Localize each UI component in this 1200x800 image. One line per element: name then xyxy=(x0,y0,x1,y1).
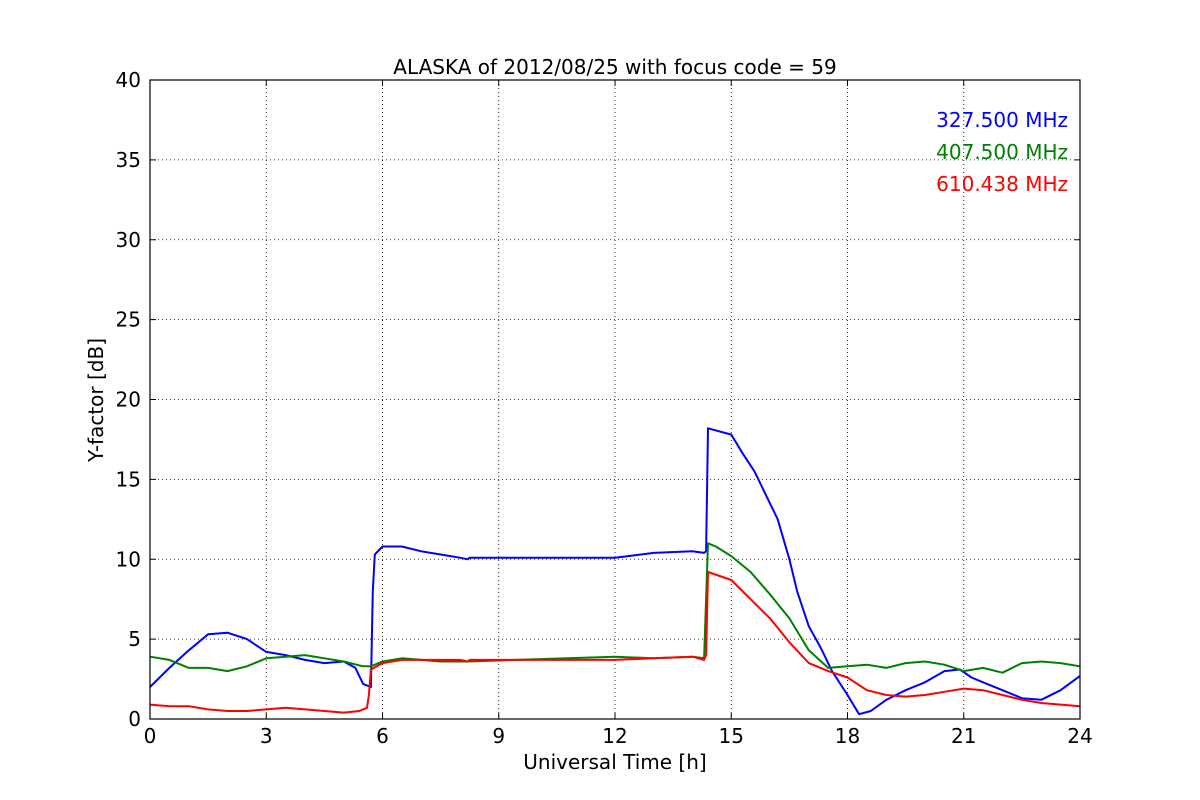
y-tick-label: 20 xyxy=(116,388,141,412)
x-tick-label: 3 xyxy=(260,724,273,748)
y-tick-label: 40 xyxy=(116,68,141,92)
y-tick-label: 5 xyxy=(128,627,141,651)
chart-title: ALASKA of 2012/08/25 with focus code = 5… xyxy=(393,55,836,79)
x-axis-label: Universal Time [h] xyxy=(523,750,706,774)
series-line-327-500-mhz xyxy=(149,427,1081,716)
y-tick-label: 30 xyxy=(116,228,141,252)
legend: 327.500 MHz 407.500 MHz 610.438 MHz xyxy=(936,108,1068,196)
y-tick-label: 10 xyxy=(116,547,141,571)
x-tick-label: 18 xyxy=(835,724,860,748)
x-tick-label: 6 xyxy=(376,724,389,748)
legend-entry-407-500-mhz: 407.500 MHz xyxy=(936,140,1068,164)
y-tick-label: 0 xyxy=(128,707,141,731)
legend-entry-327-500-mhz: 327.500 MHz xyxy=(936,108,1068,132)
legend-entry-610-438-mhz: 610.438 MHz xyxy=(936,172,1068,196)
axis-ticks: 0 3 6 9 12 15 18 21 24 0 5 10 15 20 25 30 35 40 xyxy=(116,68,1093,748)
x-tick-label: 0 xyxy=(144,724,157,748)
x-tick-label: 12 xyxy=(602,724,627,748)
x-tick-label: 21 xyxy=(951,724,976,748)
x-tick-label: 15 xyxy=(719,724,744,748)
y-tick-label: 35 xyxy=(116,148,141,172)
x-tick-label: 9 xyxy=(492,724,505,748)
y-tick-label: 15 xyxy=(116,467,141,491)
series-line-610-438-mhz xyxy=(149,571,1081,714)
x-tick-label: 24 xyxy=(1067,724,1092,748)
series-lines xyxy=(149,427,1081,716)
y-axis-label: Y-factor [dB] xyxy=(84,338,108,463)
y-tick-label: 25 xyxy=(116,308,141,332)
